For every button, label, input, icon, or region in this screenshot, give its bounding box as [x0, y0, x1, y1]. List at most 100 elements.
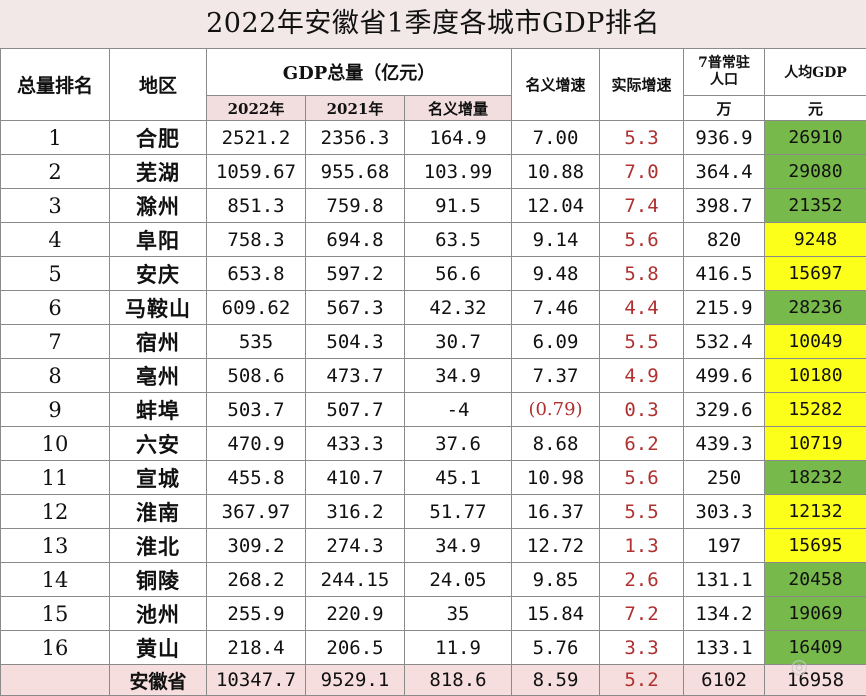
table-row: 4 阜阳 758.3 694.8 63.5 9.14 5.6 820 9248: [0, 222, 866, 257]
gdp-2021-cell: 473.7: [305, 358, 405, 393]
real-rate-cell: 6.2: [599, 426, 685, 461]
nominal-rate-cell: 10.98: [511, 460, 601, 495]
header-per-capita-unit: 元: [764, 95, 866, 121]
rank-cell: 6: [0, 290, 110, 325]
population-cell: 329.6: [683, 392, 766, 427]
table-row: 7 宿州 535 504.3 30.7 6.09 5.5 532.4 10049: [0, 324, 866, 359]
nominal-increment-cell: 103.99: [403, 154, 513, 189]
per-capita-cell: 15695: [764, 528, 866, 563]
gdp-2022-cell: 503.7: [206, 392, 306, 427]
city-cell: 芜湖: [109, 154, 207, 189]
nominal-increment-cell: 11.9: [403, 630, 513, 665]
nominal-increment-cell: -4: [403, 392, 513, 427]
city-cell: 六安: [109, 426, 207, 461]
population-cell: 820: [683, 222, 766, 257]
table-row: 9 蚌埠 503.7 507.7 -4 (0.79) 0.3 329.6 15282: [0, 392, 866, 427]
per-capita-cell: 12132: [764, 494, 866, 529]
header-population: 7普常驻 人口: [683, 48, 766, 96]
real-rate-cell: 2.6: [599, 562, 685, 597]
gdp-2022-cell: 758.3: [206, 222, 306, 257]
city-cell: 池州: [109, 596, 207, 631]
real-rate-cell: 5.6: [599, 460, 685, 495]
nominal-increment-cell: 24.05: [403, 562, 513, 597]
gdp-2022-cell: 218.4: [206, 630, 306, 665]
per-capita-cell: 29080: [764, 154, 866, 189]
gdp-2022-cell: 367.97: [206, 494, 306, 529]
table-title: 2022年安徽省1季度各城市GDP排名: [0, 0, 866, 49]
total-nominal-rate-cell: 8.59: [511, 664, 601, 696]
gdp-2022-cell: 268.2: [206, 562, 306, 597]
real-rate-cell: 5.8: [599, 256, 685, 291]
rank-cell: 16: [0, 630, 110, 665]
header-population-unit: 万: [683, 95, 766, 121]
population-cell: 215.9: [683, 290, 766, 325]
population-cell: 133.1: [683, 630, 766, 665]
gdp-2021-cell: 433.3: [305, 426, 405, 461]
per-capita-cell: 26910: [764, 120, 866, 155]
nominal-increment-cell: 63.5: [403, 222, 513, 257]
population-cell: 439.3: [683, 426, 766, 461]
real-rate-cell: 5.6: [599, 222, 685, 257]
per-capita-cell: 10719: [764, 426, 866, 461]
table-row: 8 亳州 508.6 473.7 34.9 7.37 4.9 499.6 10180: [0, 358, 866, 393]
total-gdp-2021-cell: 9529.1: [305, 664, 405, 696]
per-capita-cell: 15697: [764, 256, 866, 291]
population-cell: 364.4: [683, 154, 766, 189]
nominal-rate-cell: 15.84: [511, 596, 601, 631]
gdp-2021-cell: 955.68: [305, 154, 405, 189]
real-rate-cell: 4.9: [599, 358, 685, 393]
nominal-rate-cell: 9.85: [511, 562, 601, 597]
nominal-rate-cell: 12.04: [511, 188, 601, 223]
gdp-2022-cell: 535: [206, 324, 306, 359]
nominal-rate-cell: 5.76: [511, 630, 601, 665]
population-cell: 197: [683, 528, 766, 563]
real-rate-cell: 5.5: [599, 494, 685, 529]
per-capita-cell: 15282: [764, 392, 866, 427]
per-capita-cell: 9248: [764, 222, 866, 257]
gdp-2022-cell: 851.3: [206, 188, 306, 223]
total-real-rate-cell: 5.2: [599, 664, 685, 696]
per-capita-cell: 18232: [764, 460, 866, 495]
population-cell: 250: [683, 460, 766, 495]
per-capita-cell: 10049: [764, 324, 866, 359]
header-nominal-increment: 名义增量: [403, 95, 513, 121]
table-row: 6 马鞍山 609.62 567.3 42.32 7.46 4.4 215.9 28236: [0, 290, 866, 325]
city-cell: 淮北: [109, 528, 207, 563]
gdp-2021-cell: 567.3: [305, 290, 405, 325]
rank-cell: 9: [0, 392, 110, 427]
table-row: 2 芜湖 1059.67 955.68 103.99 10.88 7.0 364.4 29080: [0, 154, 866, 189]
nominal-increment-cell: 56.6: [403, 256, 513, 291]
rank-cell: 2: [0, 154, 110, 189]
population-cell: 936.9: [683, 120, 766, 155]
table-row: 1 合肥 2521.2 2356.3 164.9 7.00 5.3 936.9 26910: [0, 120, 866, 155]
gdp-2021-cell: 2356.3: [305, 120, 405, 155]
gdp-2021-cell: 244.15: [305, 562, 405, 597]
population-cell: 303.3: [683, 494, 766, 529]
nominal-rate-cell: (0.79): [511, 392, 601, 427]
table-row: 11 宣城 455.8 410.7 45.1 10.98 5.6 250 18232: [0, 460, 866, 495]
nominal-rate-cell: 9.14: [511, 222, 601, 257]
city-cell: 滁州: [109, 188, 207, 223]
gdp-2022-cell: 609.62: [206, 290, 306, 325]
real-rate-cell: 5.3: [599, 120, 685, 155]
gdp-2022-cell: 309.2: [206, 528, 306, 563]
city-cell: 宿州: [109, 324, 207, 359]
city-cell: 阜阳: [109, 222, 207, 257]
per-capita-cell: 10180: [764, 358, 866, 393]
per-capita-cell: 19069: [764, 596, 866, 631]
real-rate-cell: 5.5: [599, 324, 685, 359]
nominal-rate-cell: 6.09: [511, 324, 601, 359]
table-row: 16 黄山 218.4 206.5 11.9 5.76 3.3 133.1 16409: [0, 630, 866, 665]
gdp-2022-cell: 470.9: [206, 426, 306, 461]
gdp-2021-cell: 410.7: [305, 460, 405, 495]
header-2022: 2022年: [206, 95, 306, 121]
rank-cell: 13: [0, 528, 110, 563]
total-per-capita-cell: 16958: [764, 664, 866, 696]
total-rank-cell: [0, 664, 110, 696]
rank-cell: 10: [0, 426, 110, 461]
rank-cell: 1: [0, 120, 110, 155]
nominal-increment-cell: 42.32: [403, 290, 513, 325]
nominal-increment-cell: 35: [403, 596, 513, 631]
total-row: 安徽省 10347.7 9529.1 818.6 8.59 5.2 6102 16958: [0, 664, 866, 696]
